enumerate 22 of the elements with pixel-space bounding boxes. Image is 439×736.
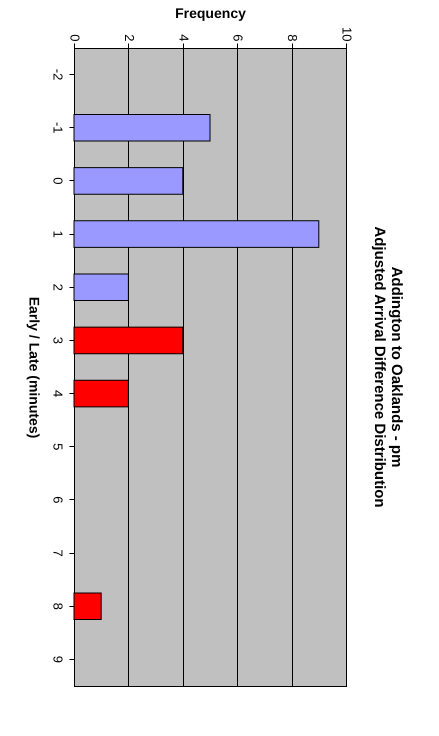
y-axis-title: Early / Late (minutes) xyxy=(26,296,42,438)
y-tick-label: 4 xyxy=(50,390,66,398)
y-tick-label: -2 xyxy=(50,68,66,80)
x-tick-label: 8 xyxy=(285,34,300,42)
x-tick-label: 2 xyxy=(122,34,137,42)
y-tick-label: 8 xyxy=(50,602,66,610)
x-tick-label: 4 xyxy=(176,34,192,42)
text: Adjusted Arrival Difference Distribution xyxy=(371,226,388,508)
text: Addington to Oaklands - pm xyxy=(388,266,405,468)
y-tick-label: 2 xyxy=(50,284,66,291)
y-tick-label: 5 xyxy=(50,443,66,450)
x-axis-title: Frequency xyxy=(175,5,246,22)
y-tick-label: 0 xyxy=(50,177,66,185)
y-tick-label: 1 xyxy=(50,230,66,238)
y-tick-label: -1 xyxy=(50,122,66,134)
y-tick-label: 7 xyxy=(50,549,66,557)
x-tick-label: 10 xyxy=(340,27,354,42)
x-tick-label: 0 xyxy=(68,34,82,42)
y-tick-label: 9 xyxy=(50,656,66,664)
y-tick-label: 3 xyxy=(50,336,66,344)
x-tick-label: 6 xyxy=(230,34,246,42)
y-tick-label: 6 xyxy=(50,496,66,504)
